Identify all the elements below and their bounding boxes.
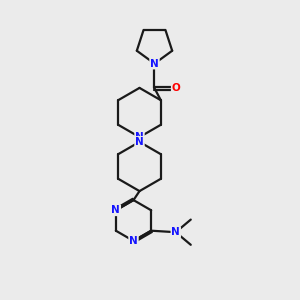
Text: N: N — [171, 227, 180, 237]
Text: N: N — [135, 132, 144, 142]
Text: N: N — [150, 58, 159, 69]
Text: O: O — [172, 83, 181, 93]
Text: N: N — [112, 205, 120, 215]
Text: N: N — [129, 236, 138, 246]
Text: N: N — [135, 137, 144, 147]
